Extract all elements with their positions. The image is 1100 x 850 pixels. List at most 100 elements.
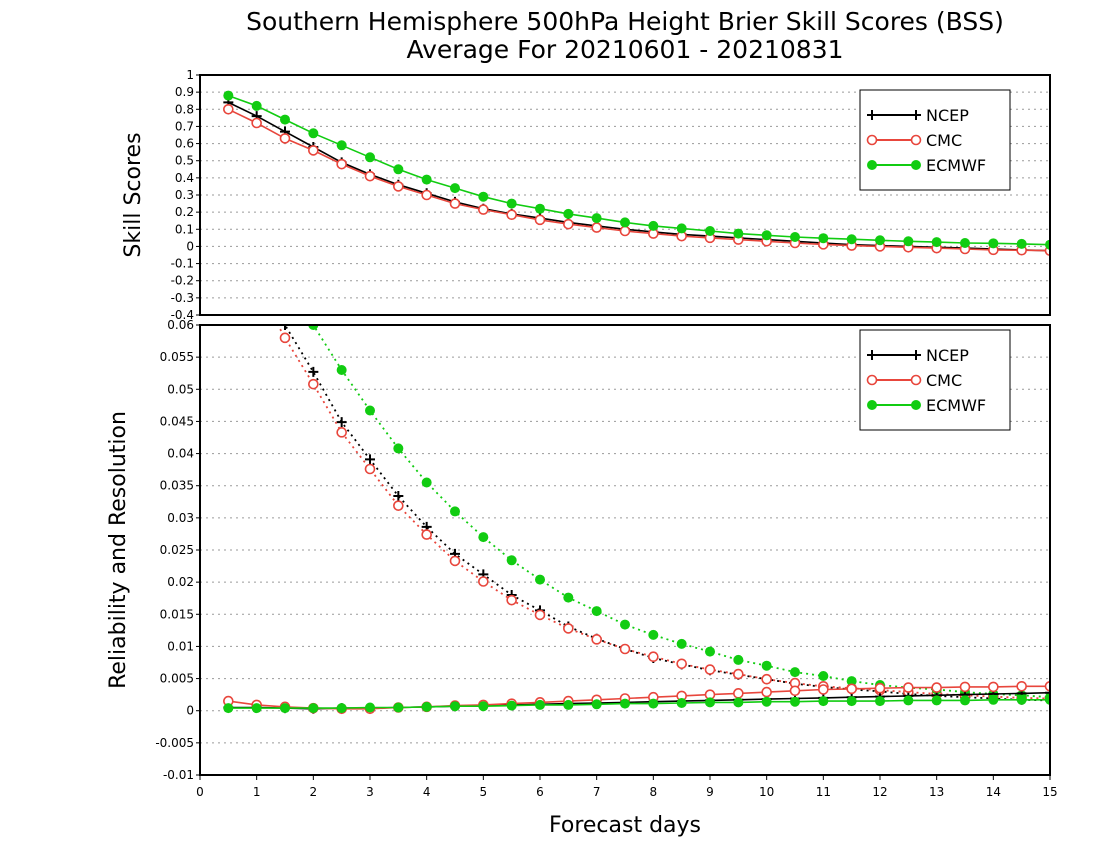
- y-tick-label: 0.02: [167, 575, 194, 589]
- y-tick-label: 0.04: [167, 447, 194, 461]
- data-point: [676, 638, 687, 649]
- data-point: [761, 696, 772, 707]
- data-point: [761, 660, 772, 671]
- data-point: [450, 701, 460, 712]
- data-point: [223, 703, 234, 714]
- data-point: [280, 325, 290, 330]
- y-tick-label: 0.01: [167, 639, 194, 653]
- data-point: [648, 220, 659, 231]
- y-tick-label: 1: [186, 68, 194, 82]
- data-point: [988, 681, 999, 693]
- skill-y-axis-label: Skill Scores: [121, 132, 146, 257]
- data-point: [960, 695, 970, 706]
- y-tick-label: 0.06: [167, 318, 194, 332]
- data-point: [903, 236, 914, 247]
- legend-marker: [866, 374, 878, 386]
- y-tick-label: 0.025: [160, 543, 194, 557]
- data-point: [534, 609, 546, 621]
- x-tick-label: 6: [536, 785, 544, 799]
- data-point: [1016, 694, 1027, 705]
- y-tick-label: 0.7: [175, 119, 194, 133]
- data-point: [1016, 238, 1027, 249]
- series-ncep-resolution: [223, 224, 1050, 706]
- x-tick-label: 15: [1042, 785, 1057, 799]
- x-tick-label: 1: [253, 785, 261, 799]
- y-tick-label: 0.005: [160, 672, 194, 686]
- data-point: [818, 671, 829, 681]
- data-point: [931, 237, 942, 248]
- legend-marker: [911, 350, 921, 360]
- legend-marker: [866, 134, 878, 146]
- y-tick-label: -0.3: [171, 291, 194, 305]
- data-point: [733, 654, 744, 665]
- data-point: [846, 234, 857, 245]
- y-tick-label: 0.8: [175, 102, 194, 116]
- y-tick-label: 0.3: [175, 188, 194, 202]
- data-point: [535, 574, 545, 585]
- data-point: [846, 683, 857, 695]
- skill-y-axis: -0.4 -0.3 -0.2 -0.1 0 0.1 0.2 0.3 0.4 0.5 0.6 0.7 0.…: [171, 68, 200, 322]
- legend-marker: [910, 374, 922, 386]
- data-point: [252, 217, 262, 227]
- data-point: [336, 427, 347, 438]
- legend-entry-ecmwf: ECMWF: [867, 396, 986, 415]
- legend-entry-ecmwf: ECMWF: [867, 156, 986, 175]
- data-point: [591, 213, 602, 224]
- data-point: [308, 145, 319, 156]
- x-tick-label: 4: [423, 785, 431, 799]
- y-tick-label: 0.9: [175, 85, 194, 99]
- legend-label: CMC: [926, 131, 962, 150]
- data-point: [224, 237, 233, 246]
- data-point: [733, 228, 744, 239]
- data-point: [308, 703, 319, 714]
- data-point: [393, 443, 404, 454]
- legend-entry-cmc: CMC: [866, 131, 962, 150]
- data-point: [790, 232, 800, 242]
- data-point: [449, 555, 461, 567]
- data-point: [619, 643, 631, 655]
- data-point: [421, 477, 432, 488]
- data-point: [790, 696, 800, 707]
- data-point: [733, 668, 744, 680]
- rr-y-axis-label: Reliability and Resolution: [106, 411, 131, 689]
- data-point: [506, 700, 517, 711]
- data-point: [875, 696, 885, 707]
- skill-score-panel: -0.4 -0.3 -0.2 -0.1 0 0.1 0.2 0.3 0.4 0.5 0.6 0.7 0.…: [121, 68, 1051, 322]
- x-axis: 0 1 2 3 4 5 6 7 8 9 10 11 12 13 14 15: [196, 775, 1058, 799]
- data-point: [761, 686, 772, 698]
- data-point: [421, 701, 432, 712]
- data-point: [308, 378, 319, 390]
- x-tick-label: 3: [366, 785, 374, 799]
- rr-legend: NCEP CMC ECMWF: [859, 329, 1011, 431]
- data-point: [393, 181, 404, 192]
- y-tick-label: -0.2: [171, 274, 194, 288]
- data-point: [818, 684, 829, 695]
- data-point: [903, 695, 914, 706]
- data-point: [846, 676, 857, 687]
- data-point: [648, 698, 659, 709]
- data-point: [506, 594, 517, 606]
- x-tick-label: 8: [650, 785, 658, 799]
- data-point: [903, 682, 914, 693]
- y-tick-label: 0: [186, 704, 194, 718]
- data-point: [364, 170, 376, 182]
- legend-marker: [867, 400, 877, 410]
- reliability-resolution-panel: -0.01 -0.005 0 0.005 0.01 0.015 0.02 0.025 0.03 0…: [106, 217, 1058, 838]
- data-point: [365, 454, 375, 465]
- data-point: [364, 463, 376, 475]
- data-point: [875, 235, 885, 246]
- series-line: [276, 325, 1050, 700]
- data-point: [1045, 239, 1050, 250]
- x-tick-label: 13: [929, 785, 944, 799]
- data-point: [336, 703, 347, 714]
- data-point: [223, 224, 233, 234]
- legend-label: ECMWF: [926, 156, 986, 175]
- data-point: [704, 664, 716, 675]
- chart-subtitle: Average For 20210601 - 20210831: [406, 35, 843, 64]
- data-point: [280, 269, 290, 279]
- data-point: [705, 226, 715, 236]
- data-point: [563, 218, 574, 230]
- data-point: [1016, 680, 1027, 692]
- data-point: [478, 701, 489, 712]
